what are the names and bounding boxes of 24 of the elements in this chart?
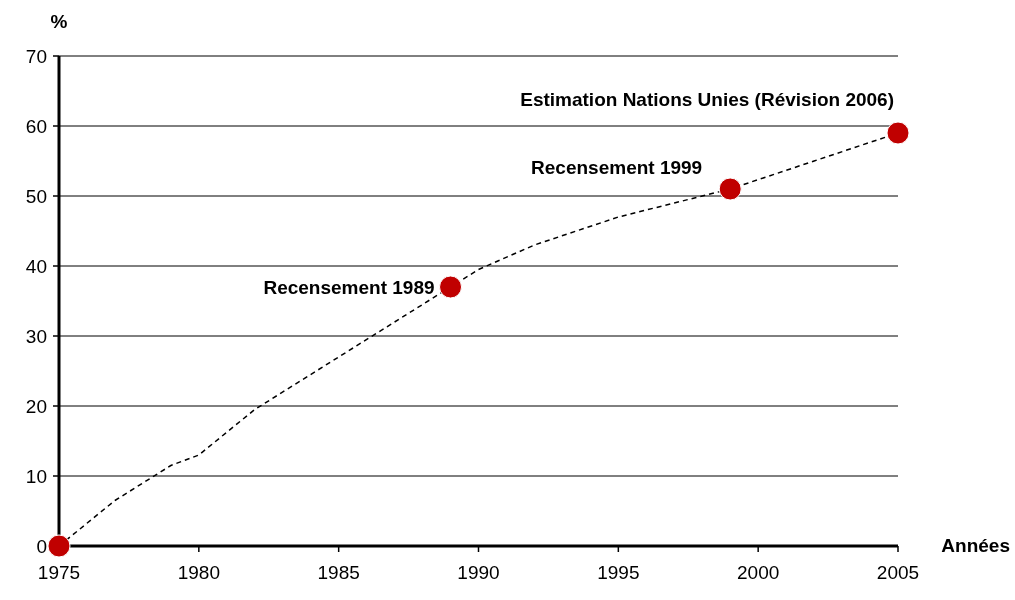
x-tick-label: 1975 — [37, 562, 81, 583]
point — [47, 534, 71, 558]
x-tick-label: 2005 — [876, 562, 920, 583]
y-tick-label: 0 — [36, 535, 47, 557]
x-tick-label: 1985 — [317, 562, 360, 583]
annotation: Recensement 1999 — [531, 157, 703, 178]
x-tick-label: 1995 — [597, 562, 640, 583]
y-axis-title: % — [50, 11, 68, 32]
point — [886, 121, 910, 145]
point — [718, 177, 742, 201]
x-tick-label: 2000 — [737, 562, 780, 583]
y-tick-label: 10 — [25, 465, 47, 487]
y-tick-label: 60 — [25, 115, 47, 137]
y-tick-label: 20 — [25, 395, 47, 417]
y-tick-label: 30 — [25, 325, 47, 347]
annotation: Estimation Nations Unies (Révision 2006) — [520, 89, 894, 110]
x-axis-title: Années — [941, 535, 1010, 556]
annotation: Recensement 1989 — [263, 277, 435, 298]
y-tick-label: 70 — [25, 45, 47, 67]
x-tick-label: 1980 — [177, 562, 220, 583]
y-tick-label: 40 — [25, 255, 47, 277]
x-tick-label: 1990 — [457, 562, 500, 583]
y-tick-label: 50 — [25, 185, 47, 207]
point — [439, 275, 463, 299]
